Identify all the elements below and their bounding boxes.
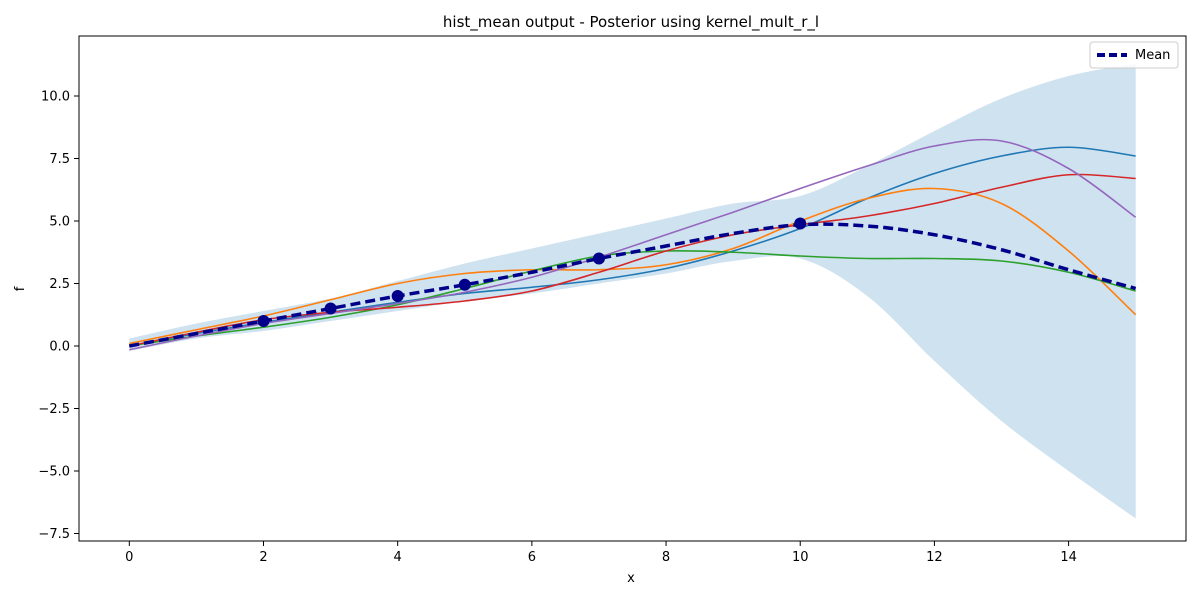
x-tick-label: 4 [394,550,402,565]
confidence-band [129,63,1136,519]
observation-point [592,252,605,265]
y-axis-label: f [13,286,28,291]
legend: Mean [1089,41,1179,69]
x-tick-label: 12 [926,550,943,565]
observation-point [458,278,471,291]
legend-mean-label: Mean [1135,48,1170,63]
x-tick-label: 10 [792,550,809,565]
y-tick-label: 0.0 [49,340,70,355]
x-axis: 0 2 4 6 8 10 12 14 [125,541,1077,565]
y-axis: −7.5 −5.0 −2.5 0.0 2.5 5.0 7.5 10.0 [38,90,79,542]
x-tick-label: 0 [125,550,133,565]
x-tick-label: 2 [259,550,267,565]
x-axis-label: x [627,571,635,586]
y-tick-label: −7.5 [38,527,70,542]
axes-frame [78,35,1187,542]
x-tick-label: 6 [528,550,536,565]
y-tick-label: 7.5 [49,152,70,167]
sample-line-2 [129,187,1137,345]
observation-point [324,302,337,315]
chart-title: hist_mean output - Posterior using kerne… [443,13,819,32]
y-tick-label: 5.0 [49,215,70,230]
x-tick-label: 8 [662,550,670,565]
mean-line [128,222,1137,348]
y-tick-label: −2.5 [38,402,70,417]
y-tick-label: 10.0 [41,90,70,105]
plot-area [128,63,1137,519]
y-tick-label: 2.5 [49,277,70,292]
observation-point [794,217,807,230]
legend-box [1089,41,1179,69]
sample-line-5 [129,138,1137,351]
observation-point [391,290,404,302]
y-tick-label: −5.0 [38,465,70,480]
sample-line-1 [129,146,1136,347]
observation-point [257,315,270,327]
x-tick-label: 14 [1060,550,1077,565]
